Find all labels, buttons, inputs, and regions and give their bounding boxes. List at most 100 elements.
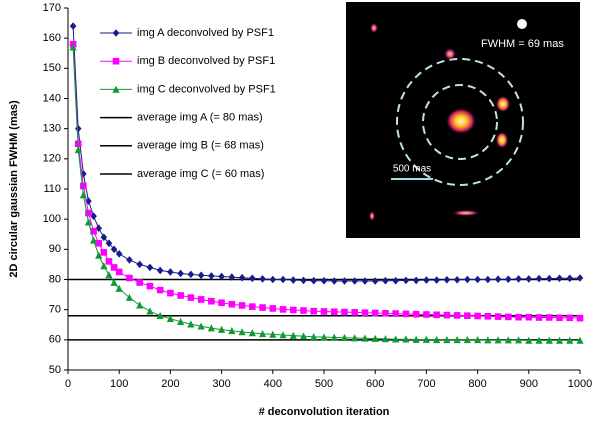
data-point xyxy=(208,298,215,305)
source xyxy=(496,96,510,112)
data-point xyxy=(249,303,256,310)
data-point xyxy=(280,306,287,313)
data-point xyxy=(382,310,389,317)
y-tick-label: 60 xyxy=(49,334,61,346)
data-point xyxy=(423,276,430,284)
data-point xyxy=(167,268,174,276)
data-point xyxy=(341,309,348,316)
y-tick-label: 160 xyxy=(43,32,61,44)
data-point xyxy=(372,310,379,317)
data-point xyxy=(526,314,533,321)
data-point xyxy=(167,290,174,297)
data-point xyxy=(556,274,563,282)
data-point xyxy=(495,313,502,320)
fwhm-label: FWHM = 69 mas xyxy=(481,38,564,50)
data-point xyxy=(515,275,522,283)
data-point xyxy=(126,275,133,282)
data-point xyxy=(403,311,410,318)
data-point xyxy=(239,302,246,309)
source xyxy=(370,23,378,33)
data-point xyxy=(413,277,420,285)
data-point xyxy=(259,275,266,283)
x-tick-label: 900 xyxy=(520,378,538,390)
y-tick-label: 140 xyxy=(43,92,61,104)
data-point xyxy=(290,307,297,314)
source xyxy=(452,210,480,216)
data-point xyxy=(577,274,584,282)
data-point xyxy=(536,275,543,283)
data-point xyxy=(280,276,287,284)
y-tick-label: 90 xyxy=(49,243,61,255)
data-point xyxy=(444,312,451,319)
data-point xyxy=(229,301,236,308)
x-tick-label: 500 xyxy=(315,378,333,390)
data-point xyxy=(75,125,82,133)
chart: 5060708090100110120130140150160170010020… xyxy=(0,0,608,428)
data-point xyxy=(392,277,399,285)
data-point xyxy=(147,264,154,272)
y-tick-label: 100 xyxy=(43,213,61,225)
data-point xyxy=(413,311,420,318)
y-tick-label: 130 xyxy=(43,123,61,135)
data-point xyxy=(577,315,584,322)
legend-label: img C deconvolved by PSF1 xyxy=(137,83,276,95)
x-tick-label: 600 xyxy=(366,378,384,390)
data-point xyxy=(290,276,297,284)
data-point xyxy=(536,314,543,321)
data-point xyxy=(157,287,164,294)
data-point xyxy=(331,308,338,315)
data-point xyxy=(454,312,461,319)
y-tick-label: 150 xyxy=(43,62,61,74)
scale-label: 500 mas xyxy=(393,164,431,175)
data-point xyxy=(341,277,348,285)
y-tick-label: 50 xyxy=(49,364,61,376)
x-tick-label: 800 xyxy=(468,378,486,390)
data-point xyxy=(485,276,492,284)
data-point xyxy=(157,267,164,275)
data-point xyxy=(270,276,277,284)
data-point xyxy=(556,315,563,322)
data-point xyxy=(433,276,440,284)
data-point xyxy=(300,307,307,314)
data-point xyxy=(136,261,143,269)
x-tick-label: 200 xyxy=(161,378,179,390)
data-point xyxy=(515,314,522,321)
data-point xyxy=(177,292,184,299)
data-point xyxy=(505,275,512,283)
data-point xyxy=(218,299,225,306)
data-point xyxy=(136,301,143,308)
data-point xyxy=(351,277,358,285)
data-point xyxy=(331,277,338,285)
inset-image: FWHM = 69 mas 500 mas xyxy=(346,2,580,238)
data-point xyxy=(454,276,461,284)
data-point xyxy=(372,277,379,285)
y-tick-label: 170 xyxy=(43,2,61,14)
data-point xyxy=(474,276,481,284)
data-point xyxy=(566,274,573,282)
x-tick-label: 0 xyxy=(65,378,71,390)
data-point xyxy=(464,276,471,284)
data-point xyxy=(70,22,77,30)
x-tick-label: 700 xyxy=(417,378,435,390)
data-point xyxy=(464,312,471,319)
data-point xyxy=(546,314,553,321)
data-point xyxy=(136,279,143,286)
x-tick-label: 400 xyxy=(264,378,282,390)
data-point xyxy=(566,315,573,322)
data-point xyxy=(239,274,246,282)
data-point xyxy=(300,277,307,285)
legend-label: img A deconvolved by PSF1 xyxy=(137,27,274,39)
legend-label: average img A (= 80 mas) xyxy=(137,112,263,124)
data-point xyxy=(444,276,451,284)
data-point xyxy=(362,309,369,316)
y-tick-label: 80 xyxy=(49,273,61,285)
psf-dot xyxy=(517,19,527,29)
data-point xyxy=(147,283,154,290)
y-tick-label: 70 xyxy=(49,304,61,316)
data-point xyxy=(198,296,205,303)
legend-label: average img B (= 68 mas) xyxy=(137,140,264,152)
data-point xyxy=(146,307,153,314)
data-point xyxy=(259,304,266,311)
data-point xyxy=(526,275,533,283)
data-point xyxy=(101,249,108,256)
